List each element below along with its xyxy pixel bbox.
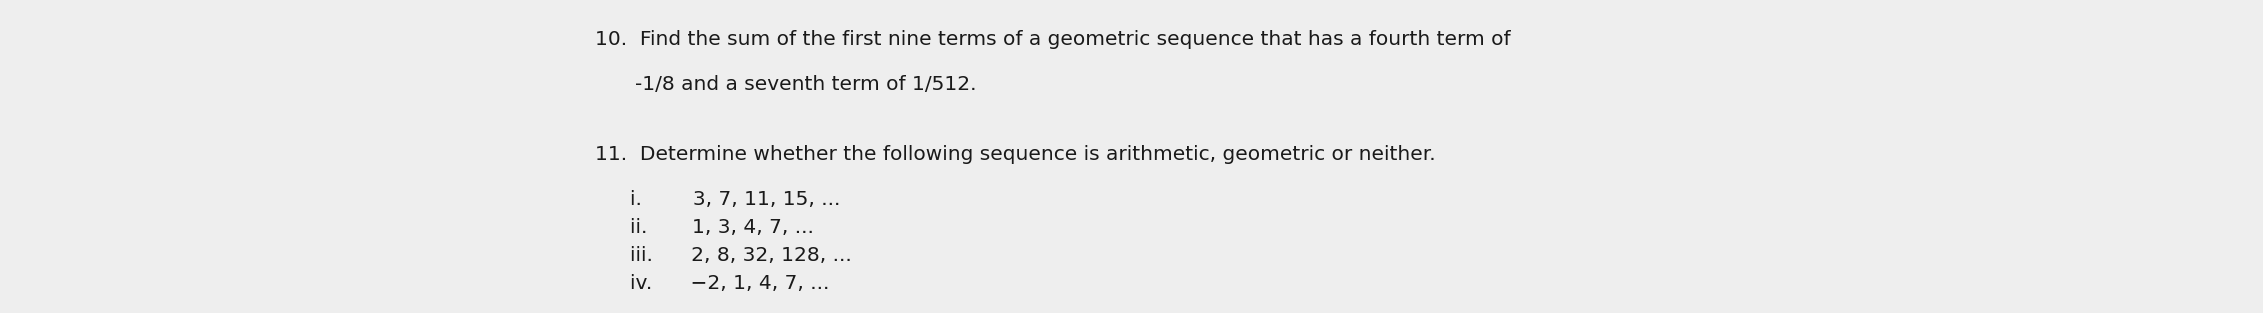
Text: i.        3, 7, 11, 15, ...: i. 3, 7, 11, 15, ... bbox=[629, 190, 840, 209]
Text: iv.      −2, 1, 4, 7, ...: iv. −2, 1, 4, 7, ... bbox=[629, 274, 828, 293]
Text: ii.       1, 3, 4, 7, ...: ii. 1, 3, 4, 7, ... bbox=[629, 218, 815, 237]
Text: 10.  Find the sum of the first nine terms of a geometric sequence that has a fou: 10. Find the sum of the first nine terms… bbox=[595, 30, 1512, 49]
Text: iii.      2, 8, 32, 128, ...: iii. 2, 8, 32, 128, ... bbox=[629, 246, 851, 265]
Text: 11.  Determine whether the following sequence is arithmetic, geometric or neithe: 11. Determine whether the following sequ… bbox=[595, 145, 1435, 164]
Text: -1/8 and a seventh term of 1/512.: -1/8 and a seventh term of 1/512. bbox=[636, 75, 978, 94]
